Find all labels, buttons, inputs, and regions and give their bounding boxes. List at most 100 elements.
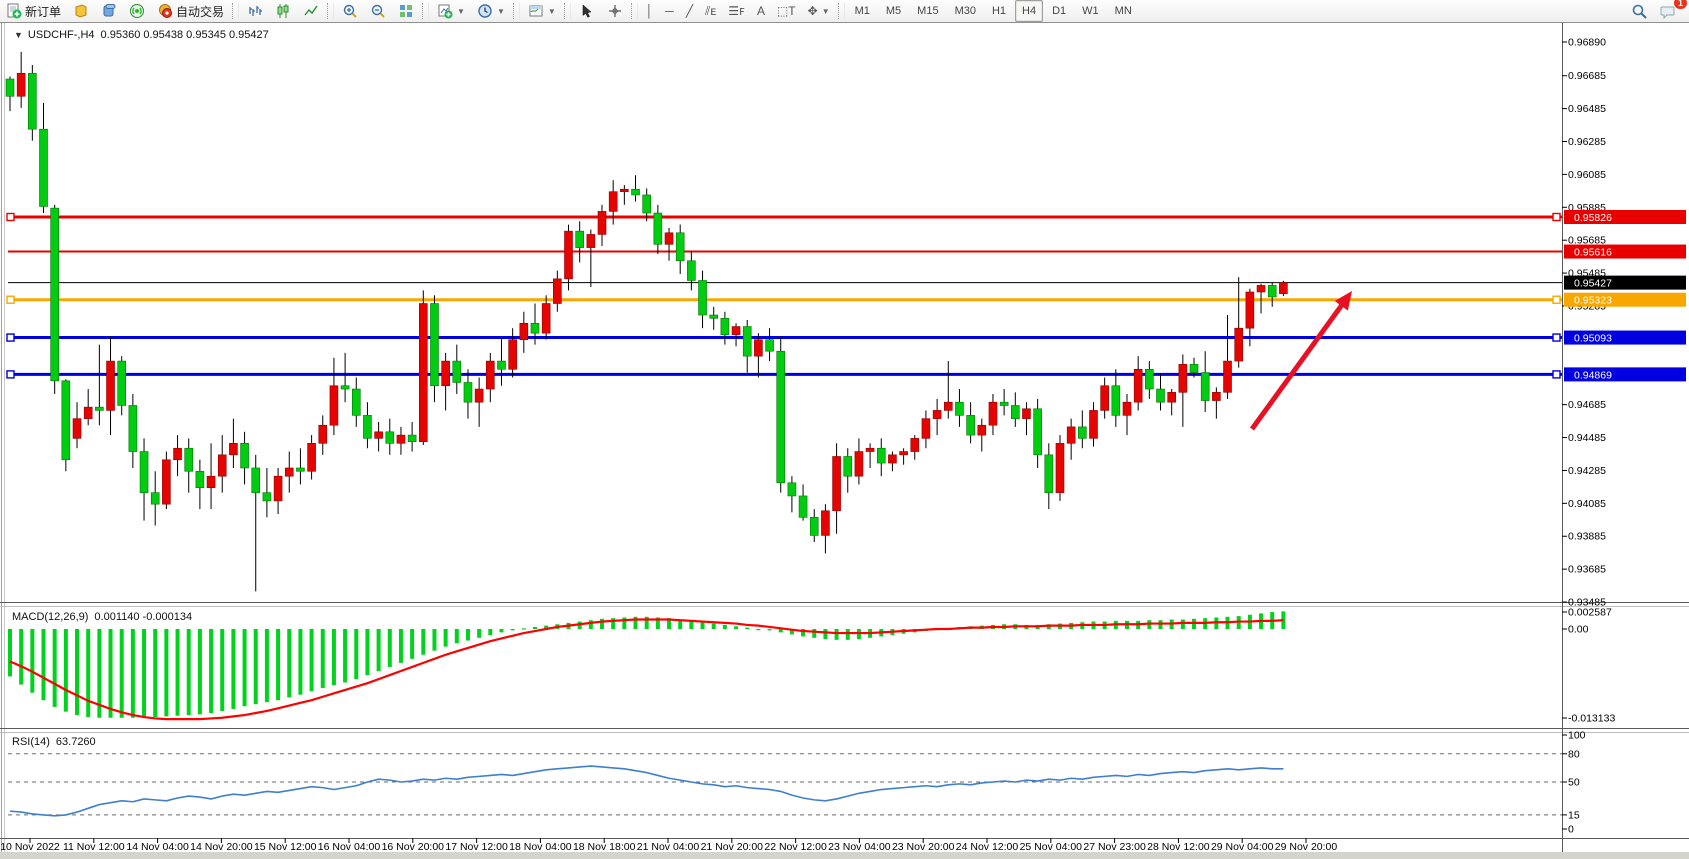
new-chart-button[interactable]: ▼ bbox=[432, 0, 470, 22]
price-badge-0.95323 bbox=[1564, 292, 1686, 307]
macd-histogram-bar bbox=[488, 629, 493, 636]
candle-bull bbox=[519, 322, 529, 340]
crosshair-button[interactable] bbox=[602, 0, 628, 22]
macd-histogram-bar bbox=[443, 629, 448, 647]
candle-bull bbox=[586, 234, 596, 248]
trend-arrow-head[interactable] bbox=[1334, 291, 1352, 311]
timeframe-mn-button[interactable]: MN bbox=[1114, 5, 1132, 17]
price-tick-label: 0.93685 bbox=[1568, 564, 1606, 576]
timeframe-m5-button[interactable]: M5 bbox=[885, 5, 902, 17]
arrow-objects-dropdown-icon[interactable]: ▼ bbox=[821, 6, 830, 16]
market-watch-button[interactable] bbox=[68, 0, 94, 22]
line-chart-button[interactable] bbox=[298, 0, 324, 22]
candle-bull bbox=[932, 410, 942, 419]
candle-bear bbox=[1267, 285, 1277, 298]
horizontal-line-button[interactable]: ─ bbox=[660, 0, 679, 22]
hline-handle-right-0.95093[interactable] bbox=[1552, 333, 1561, 342]
candle-bull bbox=[318, 424, 328, 444]
auto-trading-button[interactable]: 自动交易 bbox=[152, 0, 229, 22]
candle-bear bbox=[575, 230, 584, 248]
candle-bull bbox=[943, 401, 953, 411]
price-badge-0.95427 bbox=[1564, 275, 1686, 290]
time-tick-label: 18 Nov 18:00 bbox=[573, 841, 636, 853]
price-tick-label: 0.96890 bbox=[1568, 37, 1606, 49]
candle-bear bbox=[999, 401, 1009, 406]
candle-bull bbox=[329, 385, 339, 426]
timeframe-m30-button[interactable]: M30 bbox=[954, 5, 976, 17]
arrow-objects-button[interactable]: ✥ ▼ bbox=[803, 0, 835, 22]
time-tick-label: 22 Nov 12:00 bbox=[764, 841, 827, 853]
candle-bull bbox=[899, 451, 908, 456]
tile-windows-button[interactable] bbox=[393, 0, 419, 22]
macd-histogram-bar bbox=[756, 629, 761, 631]
macd-tick-label: 0.00 bbox=[1568, 624, 1589, 636]
candle-bear bbox=[1156, 388, 1165, 403]
data-window-button[interactable] bbox=[96, 0, 122, 22]
timeframe-m1-button[interactable]: M1 bbox=[854, 5, 870, 17]
candle-bear bbox=[39, 128, 48, 207]
macd-histogram-bar bbox=[8, 629, 12, 677]
hline-handle-right-0.95323[interactable] bbox=[1552, 295, 1561, 304]
candlestick-chart-button[interactable] bbox=[270, 0, 296, 22]
time-tick-label: 11 Nov 12:00 bbox=[63, 841, 125, 853]
candle-bear bbox=[385, 431, 395, 444]
candle-bear bbox=[296, 467, 305, 472]
macd-histogram-bar bbox=[130, 629, 135, 718]
chart-collapse-caret[interactable]: ▼ bbox=[14, 30, 23, 40]
candle-bull bbox=[821, 510, 830, 536]
periods-icon bbox=[477, 3, 493, 19]
search-icon bbox=[1631, 3, 1648, 20]
toolbar-group: │ ─ ╱ ⫽ᴇ ☰ꜰ A ⬚T ✥ ▼ bbox=[640, 0, 836, 22]
hline-handle-right-0.95826[interactable] bbox=[1552, 212, 1561, 222]
candle-bear bbox=[1078, 426, 1087, 439]
macd-histogram-bar bbox=[52, 629, 57, 707]
timeframe-m15-button[interactable]: M15 bbox=[917, 5, 939, 17]
text-label-button[interactable]: ⬚T bbox=[772, 0, 801, 22]
time-tick-label: 17 Nov 12:00 bbox=[445, 841, 508, 853]
hline-handle-left-0.95826[interactable] bbox=[6, 212, 15, 222]
text-button[interactable]: A bbox=[752, 0, 770, 22]
new-chart-dropdown-icon[interactable]: ▼ bbox=[457, 6, 465, 16]
zoom-in-button[interactable] bbox=[337, 0, 363, 22]
zoom-out-button[interactable] bbox=[365, 0, 391, 22]
search-button[interactable] bbox=[1626, 0, 1653, 22]
vertical-line-button[interactable]: │ bbox=[641, 0, 659, 22]
hline-handle-left-0.95093[interactable] bbox=[6, 333, 15, 342]
templates-dropdown-icon[interactable]: ▼ bbox=[547, 6, 556, 16]
candle-bear bbox=[843, 456, 853, 477]
equidistant-channel-button[interactable]: ⫽ᴇ bbox=[700, 0, 721, 22]
price-tick-label: 0.96285 bbox=[1568, 136, 1606, 148]
timeframe-h1-button[interactable]: H1 bbox=[991, 5, 1007, 17]
candle-bull bbox=[977, 424, 987, 436]
macd-histogram-bar bbox=[432, 629, 437, 651]
candle-bull bbox=[106, 360, 115, 411]
periods-button[interactable]: ▼ bbox=[472, 0, 510, 22]
timeframe-h4-button[interactable]: H4 bbox=[1015, 0, 1044, 22]
fibonacci-button[interactable]: ☰ꜰ bbox=[723, 0, 750, 22]
macd-histogram-bar bbox=[398, 629, 403, 663]
hline-handle-right-0.94869[interactable] bbox=[1552, 370, 1561, 379]
macd-tick-label: 0.002587 bbox=[1568, 607, 1612, 619]
candle-bear bbox=[742, 326, 752, 357]
price-badge-0.95616 bbox=[1564, 244, 1686, 259]
auto-trading-icon bbox=[157, 3, 173, 19]
horizontal-line-icon: ─ bbox=[665, 4, 674, 18]
trendline-button[interactable]: ╱ bbox=[681, 0, 698, 22]
time-tick-label: 15 Nov 12:00 bbox=[254, 841, 317, 853]
new-order-button[interactable]: 新订单 bbox=[1, 0, 66, 22]
periods-dropdown-icon[interactable]: ▼ bbox=[496, 6, 505, 16]
cursor-button[interactable] bbox=[574, 0, 600, 22]
templates-button[interactable]: ▼ bbox=[523, 0, 561, 22]
hline-handle-left-0.95323[interactable] bbox=[6, 295, 15, 304]
hline-handle-left-0.94869[interactable] bbox=[6, 370, 15, 379]
navigator-icon bbox=[129, 3, 145, 19]
candle-bull bbox=[396, 434, 406, 444]
trend-arrow-line[interactable] bbox=[1249, 300, 1346, 431]
timeframe-w1-button[interactable]: W1 bbox=[1082, 5, 1099, 17]
candle-bear bbox=[150, 492, 160, 505]
navigator-button[interactable] bbox=[124, 0, 150, 22]
timeframe-d1-button[interactable]: D1 bbox=[1052, 5, 1067, 17]
candle-bear bbox=[1111, 385, 1121, 416]
community-button[interactable]: 1 bbox=[1655, 0, 1687, 22]
bar-chart-button[interactable] bbox=[242, 0, 268, 22]
